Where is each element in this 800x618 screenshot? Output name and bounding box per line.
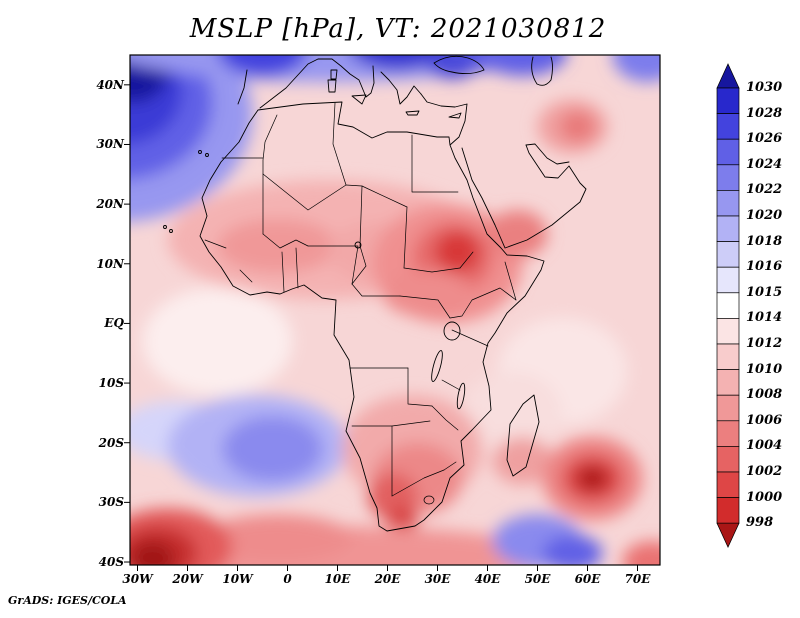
colorbar-label: 1018	[746, 233, 783, 249]
colorbar-label: 998	[746, 515, 774, 531]
lat-tick-label: 30N	[96, 137, 124, 152]
lake-malawi	[456, 382, 466, 410]
colorbar	[716, 63, 740, 549]
lat-tick-label: 40N	[96, 77, 124, 92]
lon-tick-label: 10W	[222, 572, 253, 586]
colorbar-label: 1028	[746, 105, 783, 121]
colorbar-label: 1002	[746, 464, 783, 479]
africa-coastline	[199, 101, 545, 532]
balkans-greece-coastline	[380, 71, 422, 105]
pressure-field	[130, 55, 660, 565]
canary-island	[205, 153, 209, 157]
lon-tick-label: 10E	[324, 572, 351, 586]
colorbar-label: 1004	[746, 438, 783, 454]
colorbar-label: 1015	[746, 284, 783, 300]
madagascar-coastline	[506, 394, 540, 477]
plot-title: MSLP [hPa], VT: 2021030812	[189, 14, 607, 44]
colorbar-label: 1008	[746, 387, 783, 403]
lat-tick-label: 20N	[96, 197, 124, 212]
lon-tick-label: 20W	[172, 572, 203, 586]
sicily-coastline	[351, 94, 367, 105]
lake-victoria	[443, 321, 461, 341]
credit-text: GrADS: IGES/COLA	[8, 594, 127, 607]
lon-tick-label: 30E	[424, 572, 451, 586]
lat-tick-label: 10S	[98, 376, 124, 391]
lon-tick-label: 40E	[474, 572, 501, 586]
lesotho-border	[423, 495, 435, 505]
lon-tick-label: 60E	[574, 572, 601, 586]
cape-verde-island	[163, 225, 167, 229]
lat-tick-label: 10N	[96, 256, 124, 271]
lat-tick-label: 20S	[98, 435, 124, 450]
plot-frame	[129, 54, 661, 566]
colorbar-label: 1024	[746, 156, 783, 172]
colorbar-label: 1006	[746, 412, 783, 428]
lon-tick-label: 20E	[374, 572, 401, 586]
colorbar-label: 1030	[746, 80, 783, 95]
corsica-coastline	[330, 69, 338, 80]
lon-tick-label: 50E	[524, 572, 551, 586]
tick-marks	[124, 84, 638, 571]
lat-tick-label: EQ	[104, 316, 124, 331]
colorbar-label: 1010	[746, 361, 783, 377]
coastlines	[163, 55, 587, 532]
lat-tick-label: 40S	[98, 555, 124, 570]
colorbar-label: 1000	[746, 489, 783, 505]
lon-tick-label: 0	[283, 572, 292, 586]
cape-verde-island	[169, 229, 173, 233]
colorbar-label: 1026	[746, 131, 783, 147]
colorbar-label: 1012	[746, 336, 783, 351]
colorbar-label: 1022	[746, 182, 783, 198]
crete-coastline	[405, 110, 420, 116]
lake-tanganyika	[431, 350, 443, 382]
caspian-sea-coastline	[531, 56, 553, 86]
canary-island	[198, 150, 202, 154]
colorbar-label: 1020	[746, 208, 783, 223]
black-sea-coastline	[433, 55, 485, 75]
persian-gulf-coastline	[525, 143, 570, 165]
levant-turkey-coastline	[420, 93, 468, 146]
colorbar-label: 1014	[746, 310, 783, 326]
country-borders	[204, 102, 517, 505]
cyprus-coastline	[448, 112, 462, 119]
lat-tick-label: 30S	[98, 495, 124, 510]
lon-tick-label: 70E	[624, 572, 651, 586]
colorbar-label: 1016	[746, 259, 783, 275]
sardinia-coastline	[327, 79, 337, 93]
arabia-coastline	[461, 144, 587, 249]
lon-tick-label: 30W	[122, 572, 153, 586]
europe-coastline	[237, 58, 375, 109]
